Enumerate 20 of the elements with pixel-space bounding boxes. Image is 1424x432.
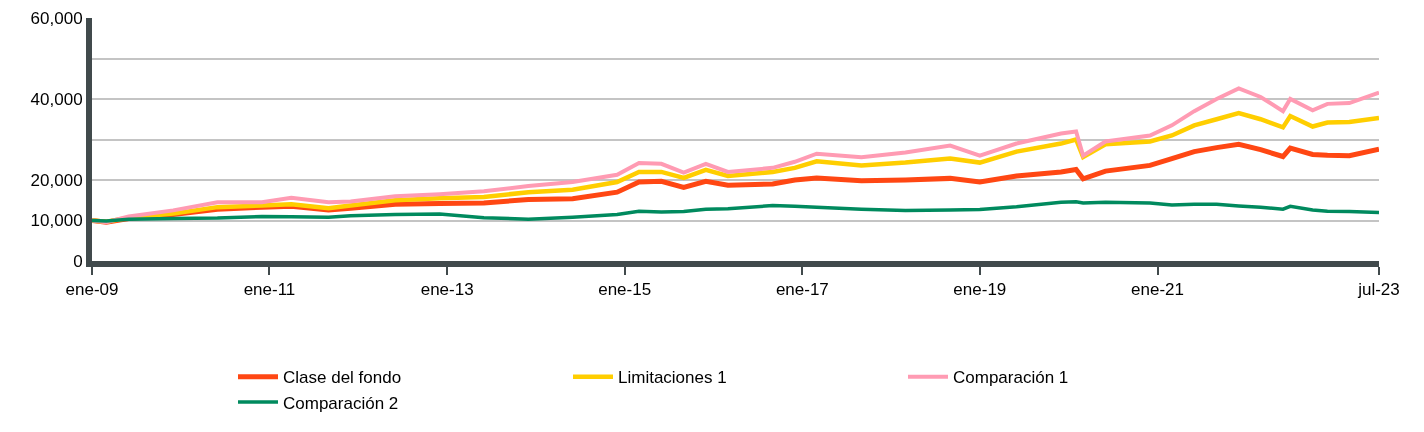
legend-label: Comparación 2 [283, 393, 399, 413]
y-tick-label: 40,000 [30, 89, 83, 109]
y-tick-label: 10,000 [30, 211, 83, 231]
legend-label: Clase del fondo [283, 368, 402, 388]
line-series [92, 86, 1379, 225]
x-tick-label: ene-09 [65, 280, 119, 300]
x-tick-label: ene-11 [243, 280, 296, 300]
x-tick-label: ene-17 [775, 280, 829, 300]
line-series [92, 200, 1379, 223]
legend-label: Comparación 1 [953, 368, 1069, 388]
y-tick-label: 0 [73, 251, 83, 271]
x-tick-label: ene-15 [598, 280, 652, 300]
x-tick-label: ene-19 [953, 280, 1007, 300]
y-tick-label: 60,000 [30, 8, 83, 28]
y-tick-label: 20,000 [30, 170, 83, 190]
x-tick-label: jul-23 [1357, 280, 1400, 300]
legend-label: Limitaciones 1 [618, 368, 727, 388]
x-tick-label: ene-13 [420, 280, 474, 300]
x-tick-label: ene-21 [1131, 280, 1184, 300]
line-series [92, 110, 1379, 224]
